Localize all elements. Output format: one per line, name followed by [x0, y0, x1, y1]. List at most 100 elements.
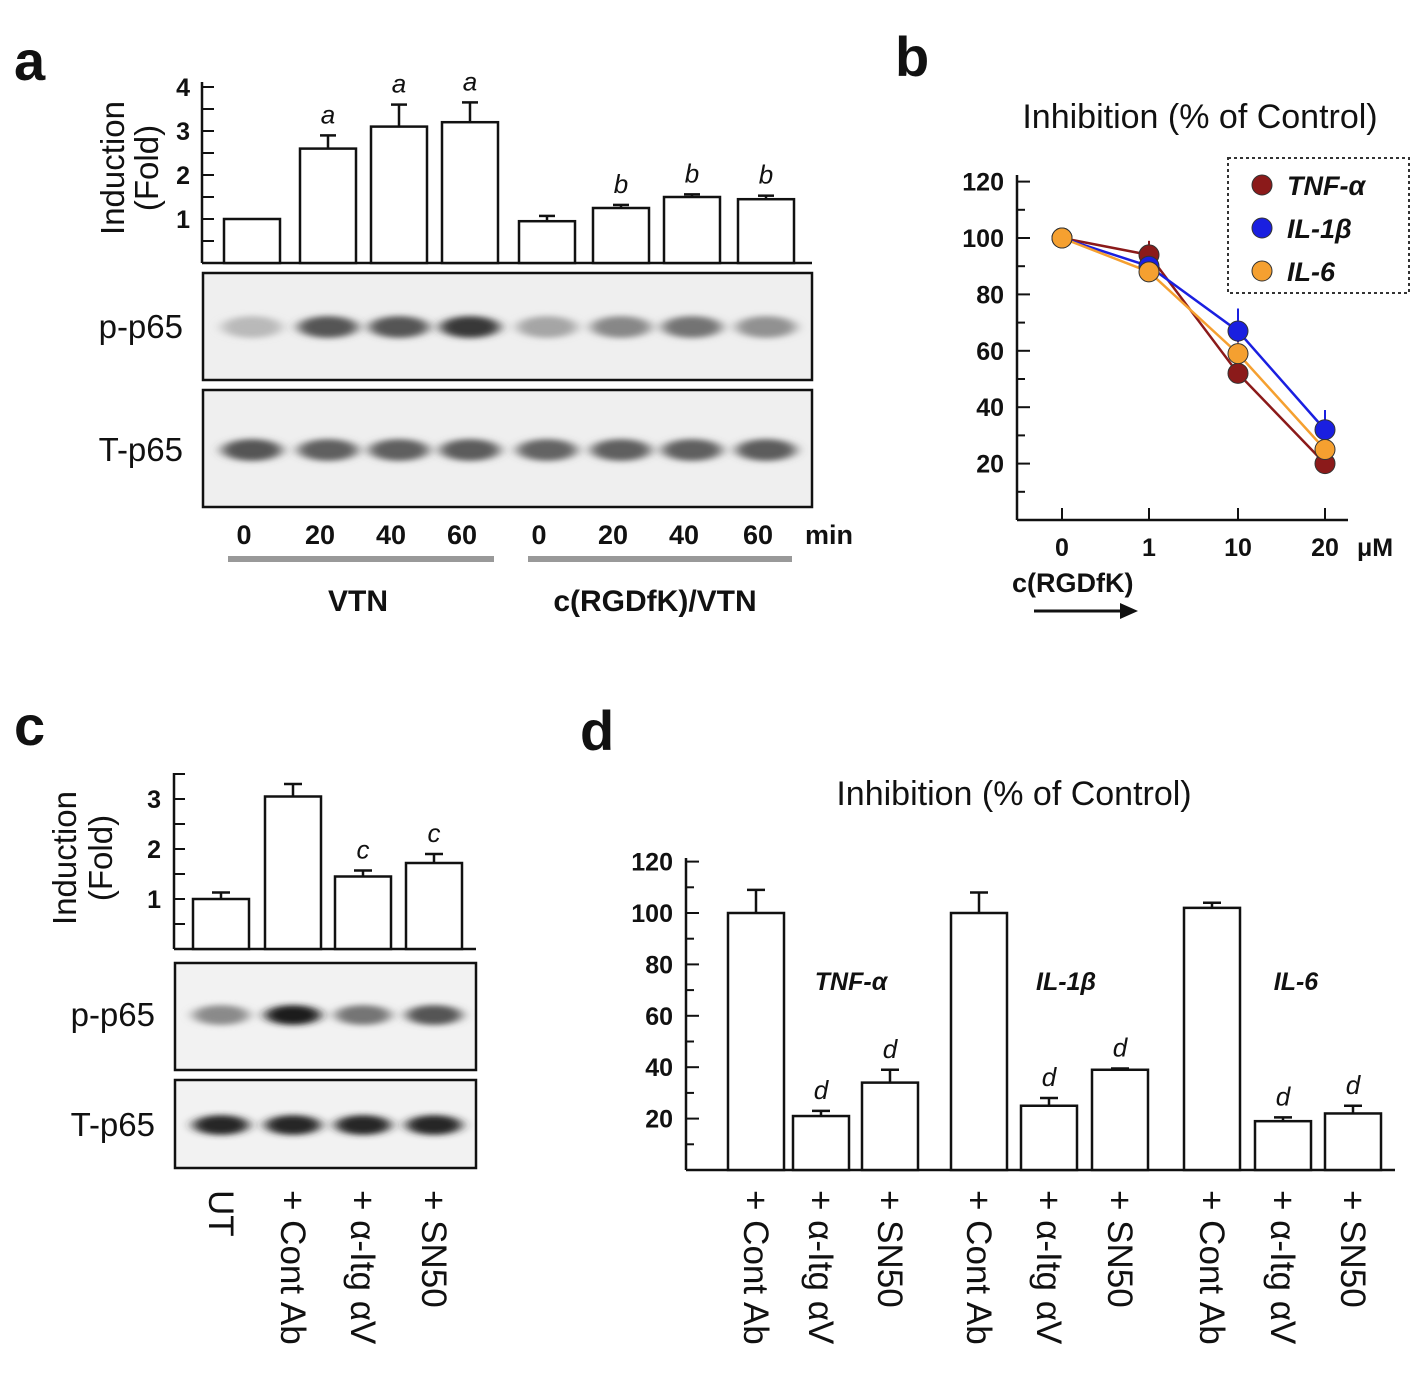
- d-significance-mark: d: [883, 1034, 899, 1064]
- d-group-label: IL-6: [1274, 968, 1320, 996]
- panel-c: 1 2 3 Induction (Fold) c c p-p65 T-p65 UT + Cont A…: [46, 773, 478, 1345]
- b-x-label: c(RGDfK): [1012, 568, 1134, 598]
- a-lane-label: 20: [598, 520, 628, 550]
- a-blot-band: [298, 316, 358, 338]
- c-y-label-line2: (Fold): [82, 815, 119, 901]
- a-lane-label: 60: [447, 520, 477, 550]
- c-significance-mark: c: [357, 835, 370, 865]
- d-y-tick-label: 20: [645, 1106, 673, 1134]
- a-group-label: VTN: [328, 585, 388, 618]
- a-blot-label: T-p65: [99, 431, 183, 468]
- c-blot-label: T-p65: [71, 1106, 155, 1143]
- a-lane-label: 40: [669, 520, 699, 550]
- a-bar: [517, 219, 577, 265]
- b-y-tick-label: 120: [962, 169, 1004, 197]
- a-blot-band: [298, 439, 358, 461]
- c-y-tick-label: 3: [147, 786, 161, 814]
- d-lane-label: + SN50: [1333, 1190, 1372, 1308]
- c-blot-label: p-p65: [71, 996, 155, 1033]
- b-data-point: [1227, 362, 1249, 384]
- panel-b-label: b: [895, 25, 929, 88]
- d-bar: [1090, 1068, 1150, 1172]
- d-lane-label: + α-Itg αV: [801, 1190, 840, 1345]
- a-unit-label: min: [805, 520, 853, 550]
- panel-b: Inhibition (% of Control)204060801001200…: [962, 98, 1410, 619]
- a-blot-label: p-p65: [99, 308, 183, 345]
- a-bar: [298, 147, 358, 265]
- a-significance-mark: a: [463, 66, 477, 96]
- d-y-tick-label: 120: [631, 849, 673, 877]
- d-bar: [791, 1114, 851, 1172]
- b-y-tick-label: 80: [976, 281, 1004, 309]
- b-data-point: [1051, 227, 1073, 249]
- b-legend-marker: [1251, 217, 1273, 239]
- b-x-unit: μM: [1357, 534, 1393, 562]
- b-legend-label: IL-1β: [1287, 214, 1352, 244]
- d-y-tick-label: 60: [645, 1003, 673, 1031]
- a-significance-mark: a: [321, 99, 335, 129]
- d-lane-label: + SN50: [870, 1190, 909, 1308]
- panel-c-label: c: [14, 694, 45, 757]
- panel-a: 1 2 3 4 Induction(Fold) a a a b b b p-p65 T-p65 0 20 40…: [94, 66, 853, 618]
- a-blot-band: [222, 316, 282, 338]
- c-y-tick-label: 2: [147, 836, 161, 864]
- a-significance-mark: b: [759, 160, 773, 190]
- c-blot-band: [193, 1005, 249, 1025]
- d-lane-label: + Cont Ab: [959, 1190, 998, 1345]
- a-blot-band: [517, 316, 577, 338]
- d-significance-mark: d: [1276, 1081, 1292, 1111]
- b-data-point: [1227, 343, 1249, 365]
- c-lane-label: UT: [201, 1190, 240, 1237]
- d-lane-label: + α-Itg αV: [1029, 1190, 1068, 1345]
- c-blot-band: [406, 1115, 462, 1135]
- a-y-label-line2: (Fold): [128, 125, 165, 211]
- b-series-line: [1061, 236, 1326, 431]
- a-bar: [369, 125, 429, 265]
- c-bar: [404, 861, 464, 951]
- a-bar: [662, 195, 722, 265]
- panel-a-label: a: [14, 29, 46, 92]
- d-bar: [726, 911, 786, 1172]
- b-y-tick-label: 40: [976, 394, 1004, 422]
- c-lane-label: + SN50: [414, 1190, 453, 1308]
- c-bar: [263, 795, 323, 951]
- d-significance-mark: d: [814, 1075, 830, 1105]
- b-series-line: [1061, 236, 1326, 451]
- c-significance-mark: c: [428, 818, 441, 848]
- b-legend-marker: [1251, 260, 1273, 282]
- a-bar: [591, 206, 651, 265]
- d-bar: [1253, 1119, 1313, 1172]
- d-significance-mark: d: [1346, 1070, 1362, 1100]
- d-lane-label: + α-Itg αV: [1263, 1190, 1302, 1345]
- a-y-tick-label: 3: [176, 118, 190, 146]
- a-significance-mark: b: [685, 158, 699, 188]
- a-bar: [222, 217, 282, 265]
- b-legend-label: TNF-α: [1287, 171, 1366, 201]
- a-blot-band: [222, 439, 282, 461]
- a-blot-band: [440, 439, 500, 461]
- b-y-tick-label: 100: [962, 225, 1004, 253]
- d-title: Inhibition (% of Control): [836, 775, 1191, 813]
- a-lane-label: 0: [236, 520, 251, 550]
- b-data-point: [1138, 261, 1160, 283]
- b-data-point: [1314, 419, 1336, 441]
- b-x-tick-label: 1: [1142, 534, 1156, 562]
- d-bar: [1182, 906, 1242, 1172]
- a-blot-band: [736, 439, 796, 461]
- d-group-label: IL-1β: [1036, 968, 1096, 996]
- b-legend-label: IL-6: [1287, 257, 1336, 287]
- b-x-tick-label: 10: [1224, 534, 1252, 562]
- d-bar: [1019, 1104, 1079, 1172]
- a-y-tick-label: 1: [176, 206, 190, 234]
- d-group-label: TNF-α: [815, 968, 889, 996]
- c-lane-label: + Cont Ab: [273, 1190, 312, 1345]
- d-y-tick-label: 40: [645, 1054, 673, 1082]
- a-significance-mark: b: [614, 169, 628, 199]
- c-y-tick-label: 1: [147, 886, 161, 914]
- a-lane-label: 0: [531, 520, 546, 550]
- d-bar: [860, 1081, 920, 1172]
- a-blot-band: [517, 439, 577, 461]
- a-blot-band: [369, 439, 429, 461]
- a-blot-band: [736, 316, 796, 338]
